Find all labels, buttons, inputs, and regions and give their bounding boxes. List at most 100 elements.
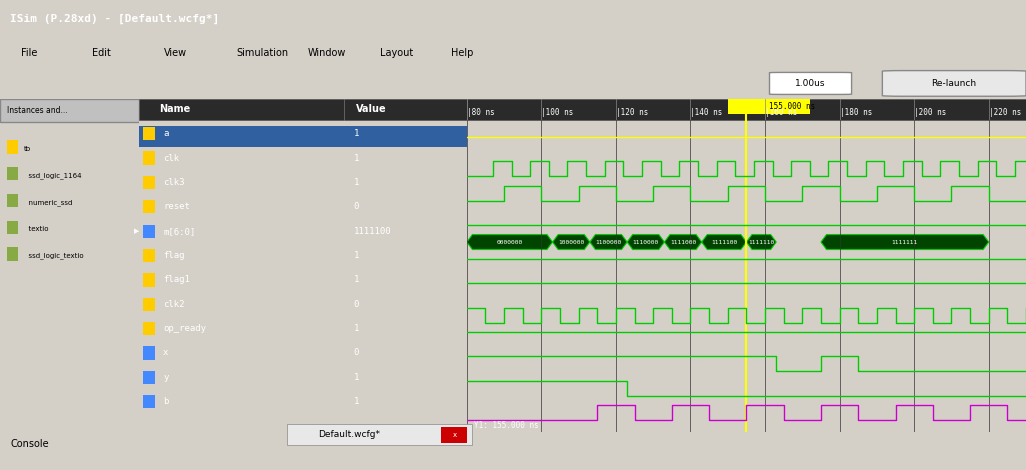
Polygon shape bbox=[821, 235, 989, 250]
Text: flag: flag bbox=[163, 251, 185, 260]
Text: 1: 1 bbox=[354, 251, 359, 260]
Text: 1: 1 bbox=[354, 178, 359, 187]
Text: 1: 1 bbox=[354, 129, 359, 138]
Text: 1111100: 1111100 bbox=[711, 240, 737, 244]
Text: m[6:0]: m[6:0] bbox=[163, 227, 195, 235]
Text: 0000000: 0000000 bbox=[497, 240, 523, 244]
Text: Value: Value bbox=[356, 104, 387, 114]
Text: 1.00us: 1.00us bbox=[795, 79, 826, 88]
Polygon shape bbox=[553, 235, 590, 250]
Text: 1000000: 1000000 bbox=[558, 240, 585, 244]
Text: Console: Console bbox=[10, 439, 49, 449]
Bar bbox=[143, 298, 155, 311]
Bar bbox=[143, 346, 155, 360]
Text: 1100000: 1100000 bbox=[595, 240, 622, 244]
Text: x: x bbox=[452, 432, 457, 438]
Text: reset: reset bbox=[163, 202, 190, 212]
Bar bbox=[143, 371, 155, 384]
Text: 0: 0 bbox=[354, 300, 359, 309]
Bar bbox=[143, 322, 155, 335]
Polygon shape bbox=[467, 235, 553, 250]
Bar bbox=[7, 194, 18, 207]
Text: clk: clk bbox=[163, 154, 180, 163]
Bar bbox=[143, 200, 155, 213]
Text: x: x bbox=[163, 348, 168, 358]
Polygon shape bbox=[665, 235, 702, 250]
Text: Name: Name bbox=[159, 104, 190, 114]
Bar bbox=[7, 141, 18, 154]
Bar bbox=[0, 99, 139, 122]
Text: Help: Help bbox=[451, 48, 474, 58]
Text: ssd_logic_1164: ssd_logic_1164 bbox=[24, 172, 81, 179]
Text: 0: 0 bbox=[354, 202, 359, 212]
Text: Y1: 155.000 ns: Y1: 155.000 ns bbox=[474, 421, 539, 430]
Text: 1111100: 1111100 bbox=[354, 227, 391, 235]
Bar bbox=[143, 273, 155, 287]
Text: a: a bbox=[163, 129, 168, 138]
Text: 1: 1 bbox=[354, 373, 359, 382]
Text: |220 ns: |220 ns bbox=[989, 108, 1021, 117]
Bar bbox=[7, 167, 18, 180]
Text: Simulation: Simulation bbox=[236, 48, 288, 58]
Text: 155.000 ns: 155.000 ns bbox=[768, 102, 815, 111]
Bar bbox=[143, 151, 155, 165]
Bar bbox=[7, 247, 18, 260]
Bar bbox=[139, 126, 344, 147]
Text: ssd_logic_textio: ssd_logic_textio bbox=[24, 252, 83, 259]
Text: 0: 0 bbox=[354, 348, 359, 358]
Bar bbox=[441, 427, 467, 443]
Text: |180 ns: |180 ns bbox=[839, 108, 872, 117]
Text: Layout: Layout bbox=[380, 48, 412, 58]
Bar bbox=[7, 220, 18, 234]
Text: |140 ns: |140 ns bbox=[690, 108, 723, 117]
Text: y: y bbox=[163, 373, 168, 382]
Polygon shape bbox=[590, 235, 627, 250]
Text: |200 ns: |200 ns bbox=[914, 108, 947, 117]
Text: Re-launch: Re-launch bbox=[932, 79, 977, 88]
Polygon shape bbox=[702, 235, 746, 250]
Text: Default.wcfg*: Default.wcfg* bbox=[318, 430, 380, 439]
Text: File: File bbox=[21, 48, 37, 58]
Text: 1: 1 bbox=[354, 275, 359, 284]
Bar bbox=[344, 99, 467, 120]
FancyBboxPatch shape bbox=[882, 70, 1026, 96]
Bar bbox=[139, 99, 344, 120]
Text: 1: 1 bbox=[354, 397, 359, 406]
Polygon shape bbox=[746, 235, 777, 250]
Text: 1: 1 bbox=[354, 154, 359, 163]
Text: numeric_ssd: numeric_ssd bbox=[24, 199, 72, 205]
Text: flag1: flag1 bbox=[163, 275, 190, 284]
Bar bbox=[727, 99, 810, 114]
Text: Instances and...: Instances and... bbox=[7, 106, 68, 115]
Bar bbox=[143, 176, 155, 189]
Text: |120 ns: |120 ns bbox=[616, 108, 648, 117]
Bar bbox=[467, 99, 1026, 120]
Text: b: b bbox=[163, 397, 168, 406]
Text: |100 ns: |100 ns bbox=[542, 108, 574, 117]
Text: View: View bbox=[164, 48, 188, 58]
Text: ▶: ▶ bbox=[134, 228, 140, 234]
Text: clk3: clk3 bbox=[163, 178, 185, 187]
Text: op_ready: op_ready bbox=[163, 324, 206, 333]
Bar bbox=[143, 395, 155, 408]
Bar bbox=[143, 249, 155, 262]
Text: |80 ns: |80 ns bbox=[467, 108, 495, 117]
Text: textio: textio bbox=[24, 226, 48, 232]
Text: 1110000: 1110000 bbox=[633, 240, 659, 244]
Bar bbox=[287, 424, 472, 446]
Text: 1111000: 1111000 bbox=[670, 240, 697, 244]
Text: tb: tb bbox=[24, 146, 31, 152]
Polygon shape bbox=[627, 235, 665, 250]
Text: ISim (P.28xd) - [Default.wcfg*]: ISim (P.28xd) - [Default.wcfg*] bbox=[10, 14, 220, 24]
Text: Window: Window bbox=[308, 48, 346, 58]
Bar bbox=[344, 126, 467, 147]
Text: clk2: clk2 bbox=[163, 300, 185, 309]
Text: 1111111: 1111111 bbox=[892, 240, 918, 244]
Bar bbox=[143, 225, 155, 238]
Text: Edit: Edit bbox=[92, 48, 111, 58]
Text: 1: 1 bbox=[354, 324, 359, 333]
Bar bbox=[143, 127, 155, 141]
FancyBboxPatch shape bbox=[770, 72, 852, 94]
Text: |160 ns: |160 ns bbox=[765, 108, 797, 117]
Text: 1111110: 1111110 bbox=[748, 240, 775, 244]
